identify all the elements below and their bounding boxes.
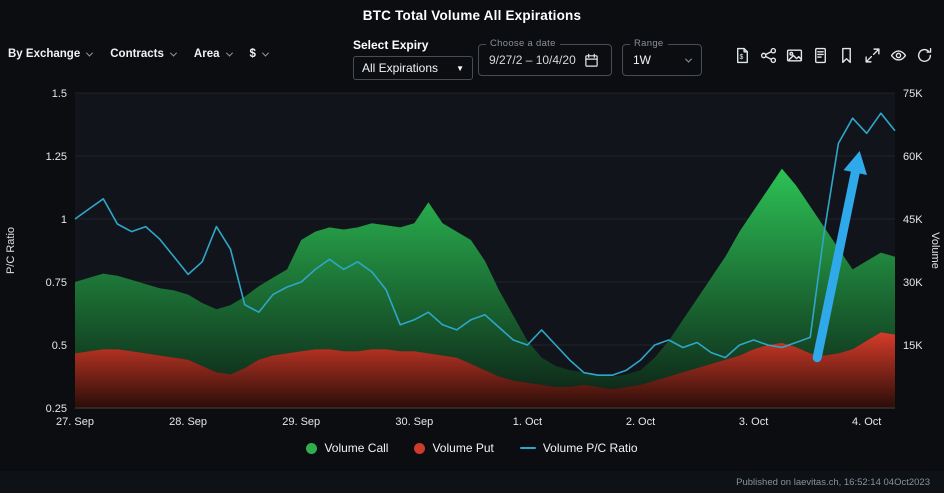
volume-chart[interactable]: 0.25 0.5 0.75 1 1.25 1.5 15K 30K 45K 60K 75K 27. Se… [0, 85, 944, 437]
legend-item-volume-call[interactable]: Volume Call [306, 441, 388, 455]
filter-area-label: Area [193, 48, 220, 60]
legend-item-volume-put[interactable]: Volume Put [414, 441, 494, 455]
svg-text:75K: 75K [903, 88, 923, 100]
svg-text:$: $ [740, 54, 744, 61]
fullscreen-icon[interactable] [863, 46, 882, 65]
chevron-down-icon [261, 49, 269, 57]
report-icon[interactable] [811, 46, 830, 65]
svg-text:2. Oct: 2. Oct [626, 416, 655, 428]
filter-menus: By Exchange Contracts Area $ [8, 48, 269, 60]
filter-by-exchange[interactable]: By Exchange [8, 48, 94, 60]
range-value: 1W [633, 53, 651, 67]
filter-contracts[interactable]: Contracts [110, 48, 177, 60]
svg-text:0.25: 0.25 [46, 403, 67, 415]
date-range-label: Choose a date [486, 38, 560, 49]
refresh-icon[interactable] [915, 46, 934, 65]
expiry-label: Select Expiry [353, 38, 429, 52]
svg-text:1. Oct: 1. Oct [513, 416, 542, 428]
expiry-group: Select Expiry All Expirations ▼ [353, 38, 473, 80]
chevron-down-icon [225, 49, 233, 57]
svg-text:P/C Ratio: P/C Ratio [5, 227, 17, 274]
svg-text:30K: 30K [903, 277, 923, 289]
page-title: BTC Total Volume All Expirations [362, 8, 582, 23]
chevron-down-icon [86, 49, 94, 57]
svg-text:0.75: 0.75 [46, 277, 67, 289]
document-export-icon[interactable]: $ [733, 46, 752, 65]
legend-label-ratio: Volume P/C Ratio [542, 441, 638, 455]
legend-marker-ratio [519, 447, 536, 449]
calendar-icon[interactable] [582, 51, 601, 70]
chart-area: 0.25 0.5 0.75 1 1.25 1.5 15K 30K 45K 60K 75K 27. Se… [0, 85, 944, 437]
chevron-down-icon [169, 49, 177, 57]
legend-marker-call [306, 442, 318, 454]
footer: Published on laevitas.ch, 16:52:14 04Oct… [0, 471, 944, 493]
filter-currency[interactable]: $ [249, 48, 269, 60]
filter-contracts-label: Contracts [110, 48, 164, 60]
chevron-down-icon [684, 55, 693, 63]
svg-text:28. Sep: 28. Sep [169, 416, 207, 428]
toolbar-icons: $ [733, 46, 934, 65]
bookmark-icon[interactable] [837, 46, 856, 65]
expiry-select[interactable]: All Expirations ▼ [353, 56, 473, 80]
svg-text:45K: 45K [903, 214, 923, 226]
legend-label-put: Volume Put [432, 441, 494, 455]
filter-currency-label: $ [249, 48, 256, 60]
svg-text:60K: 60K [903, 151, 923, 163]
svg-text:29. Sep: 29. Sep [282, 416, 320, 428]
svg-text:Volume: Volume [929, 232, 941, 269]
legend-item-pc-ratio[interactable]: Volume P/C Ratio [519, 441, 638, 455]
date-range-value: 9/27/2 – 10/4/20 [489, 53, 576, 67]
svg-text:1: 1 [61, 214, 67, 226]
legend-label-call: Volume Call [324, 441, 389, 455]
published-text: Published on laevitas.ch, 16:52:14 04Oct… [736, 476, 930, 488]
share-icon[interactable] [759, 46, 778, 65]
chart-legend: Volume Call Volume Put Volume P/C Ratio [0, 441, 944, 455]
image-download-icon[interactable] [785, 46, 804, 65]
svg-text:1.25: 1.25 [46, 151, 67, 163]
svg-text:0.5: 0.5 [52, 340, 67, 352]
range-label: Range [630, 38, 668, 49]
range-select[interactable]: Range 1W [622, 38, 702, 76]
date-range-input[interactable]: Choose a date 9/27/2 – 10/4/20 [478, 38, 612, 76]
svg-text:15K: 15K [903, 340, 923, 352]
filter-by-exchange-label: By Exchange [8, 48, 81, 60]
svg-text:3. Oct: 3. Oct [739, 416, 768, 428]
visibility-icon[interactable] [889, 46, 908, 65]
svg-text:27. Sep: 27. Sep [56, 416, 94, 428]
filter-area[interactable]: Area [193, 48, 233, 60]
legend-marker-put [414, 442, 426, 454]
expiry-select-value: All Expirations [362, 61, 439, 75]
svg-text:4. Oct: 4. Oct [852, 416, 881, 428]
dropdown-caret-icon: ▼ [456, 63, 464, 73]
svg-text:1.5: 1.5 [52, 88, 67, 100]
svg-text:30. Sep: 30. Sep [395, 416, 433, 428]
